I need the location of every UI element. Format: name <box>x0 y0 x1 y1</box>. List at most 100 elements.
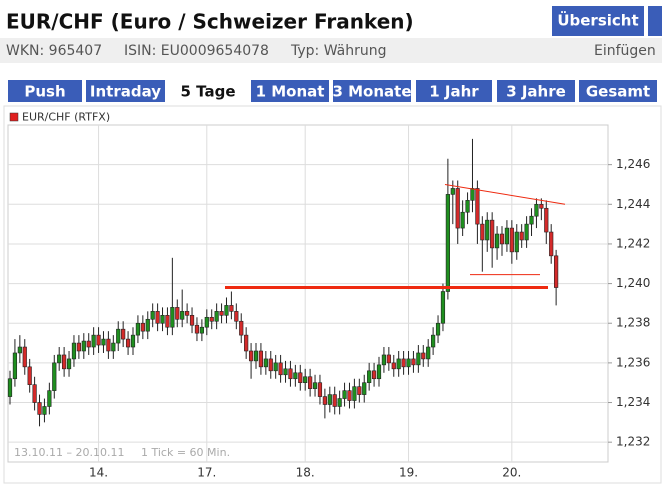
candle-body <box>62 354 67 370</box>
candle-body <box>32 384 37 403</box>
candle-body <box>42 406 47 415</box>
candle-body <box>96 334 101 346</box>
candle-body <box>342 390 347 399</box>
x-tick-label: 18. <box>296 466 315 480</box>
candle-body <box>367 370 372 384</box>
insert-link[interactable]: Einfügen <box>594 43 656 59</box>
tab-label[interactable]: Gesamt <box>586 83 650 101</box>
x-tick-label: 20. <box>502 466 521 480</box>
candle-body <box>293 372 298 380</box>
candle-body <box>27 366 32 385</box>
candle-body <box>229 305 234 312</box>
candle-body <box>426 346 431 360</box>
candle-body <box>445 194 450 292</box>
candle-body <box>519 231 524 241</box>
candle-body <box>322 396 327 405</box>
candle-body <box>416 352 421 366</box>
candle-body <box>160 315 165 324</box>
wkn: WKN: 965407 <box>6 43 102 59</box>
candle-body <box>494 233 500 249</box>
candle-body <box>308 376 313 389</box>
candle-body <box>386 354 391 364</box>
candle-body <box>125 338 131 348</box>
candle-body <box>263 358 268 368</box>
tab-label[interactable]: Push <box>24 83 65 101</box>
y-tick-label: 1,236 <box>616 355 650 369</box>
candle-body <box>470 188 475 201</box>
candle-body <box>347 390 352 401</box>
tab[interactable] <box>333 80 411 102</box>
tab[interactable] <box>579 80 657 102</box>
candle-body <box>52 362 57 391</box>
candle-body <box>170 307 175 328</box>
tab[interactable] <box>416 80 492 102</box>
type: Typ: Währung <box>290 43 387 59</box>
candle-body <box>499 233 505 245</box>
candle-body <box>362 382 367 395</box>
candle-body <box>66 358 72 370</box>
candle-body <box>204 316 209 328</box>
tab[interactable] <box>8 80 82 102</box>
chart-footnote: 1 Tick = 60 Min. <box>141 446 230 459</box>
candle-body <box>155 311 160 324</box>
next-button[interactable] <box>648 6 662 36</box>
candle-body <box>312 382 318 389</box>
candle-body <box>371 370 377 380</box>
candle-body <box>485 219 490 241</box>
candle-body <box>71 342 77 360</box>
candle-body <box>411 358 416 366</box>
tab[interactable] <box>170 80 246 102</box>
candle-body <box>140 322 145 332</box>
candle-body <box>514 231 519 253</box>
isin: ISIN: EU0009654078 <box>124 43 269 59</box>
candle-body <box>327 394 332 405</box>
tab-label[interactable]: Intraday <box>90 83 161 101</box>
tab-label[interactable]: 1 Jahr <box>429 83 479 101</box>
candle-body <box>440 291 446 324</box>
candle-body <box>278 362 283 376</box>
candle-body <box>165 315 170 328</box>
candle-body <box>391 362 396 370</box>
candle-body <box>431 334 436 348</box>
candle-body <box>332 394 337 407</box>
tab-bar: Push Intraday 5 Tage 1 Monat 3 Monate 1 Jahr 3… <box>8 80 657 102</box>
candle-body <box>12 352 18 380</box>
candle-body <box>219 311 224 316</box>
candle-body <box>180 311 185 320</box>
candle-body <box>150 311 155 320</box>
candle-body <box>135 322 141 336</box>
candle-body <box>288 368 293 380</box>
tab[interactable] <box>497 80 575 102</box>
tab[interactable] <box>251 80 329 102</box>
y-tick-label: 1,234 <box>616 395 650 409</box>
candle-body <box>76 342 81 352</box>
candle-body <box>298 372 303 384</box>
candle-body <box>450 188 455 195</box>
candle-body <box>199 326 204 334</box>
tab[interactable] <box>86 80 165 102</box>
y-tick-label: 1,240 <box>616 276 650 290</box>
candle-body <box>86 340 91 348</box>
x-tick-label: 14. <box>89 466 108 480</box>
y-tick-label: 1,238 <box>616 316 650 330</box>
tab-label[interactable]: 1 Monat <box>256 83 325 101</box>
candle-body <box>224 305 229 316</box>
tab-label[interactable]: 3 Monate <box>332 83 411 101</box>
candle-body <box>396 358 401 370</box>
overview-label[interactable]: Übersicht <box>557 11 638 30</box>
legend-swatch <box>9 112 19 122</box>
tab-label[interactable]: 5 Tage <box>181 83 236 101</box>
candle-body <box>544 207 549 233</box>
candle-body <box>303 376 308 384</box>
tab-label[interactable]: 3 Jahre <box>506 83 566 101</box>
candle-body <box>381 354 387 366</box>
candle-body <box>57 354 62 364</box>
candle-body <box>480 223 485 241</box>
candle-body <box>175 307 180 320</box>
overview-button[interactable] <box>552 6 644 36</box>
candle-body <box>47 390 52 407</box>
candle-body <box>455 188 460 229</box>
candle-body <box>539 203 544 209</box>
